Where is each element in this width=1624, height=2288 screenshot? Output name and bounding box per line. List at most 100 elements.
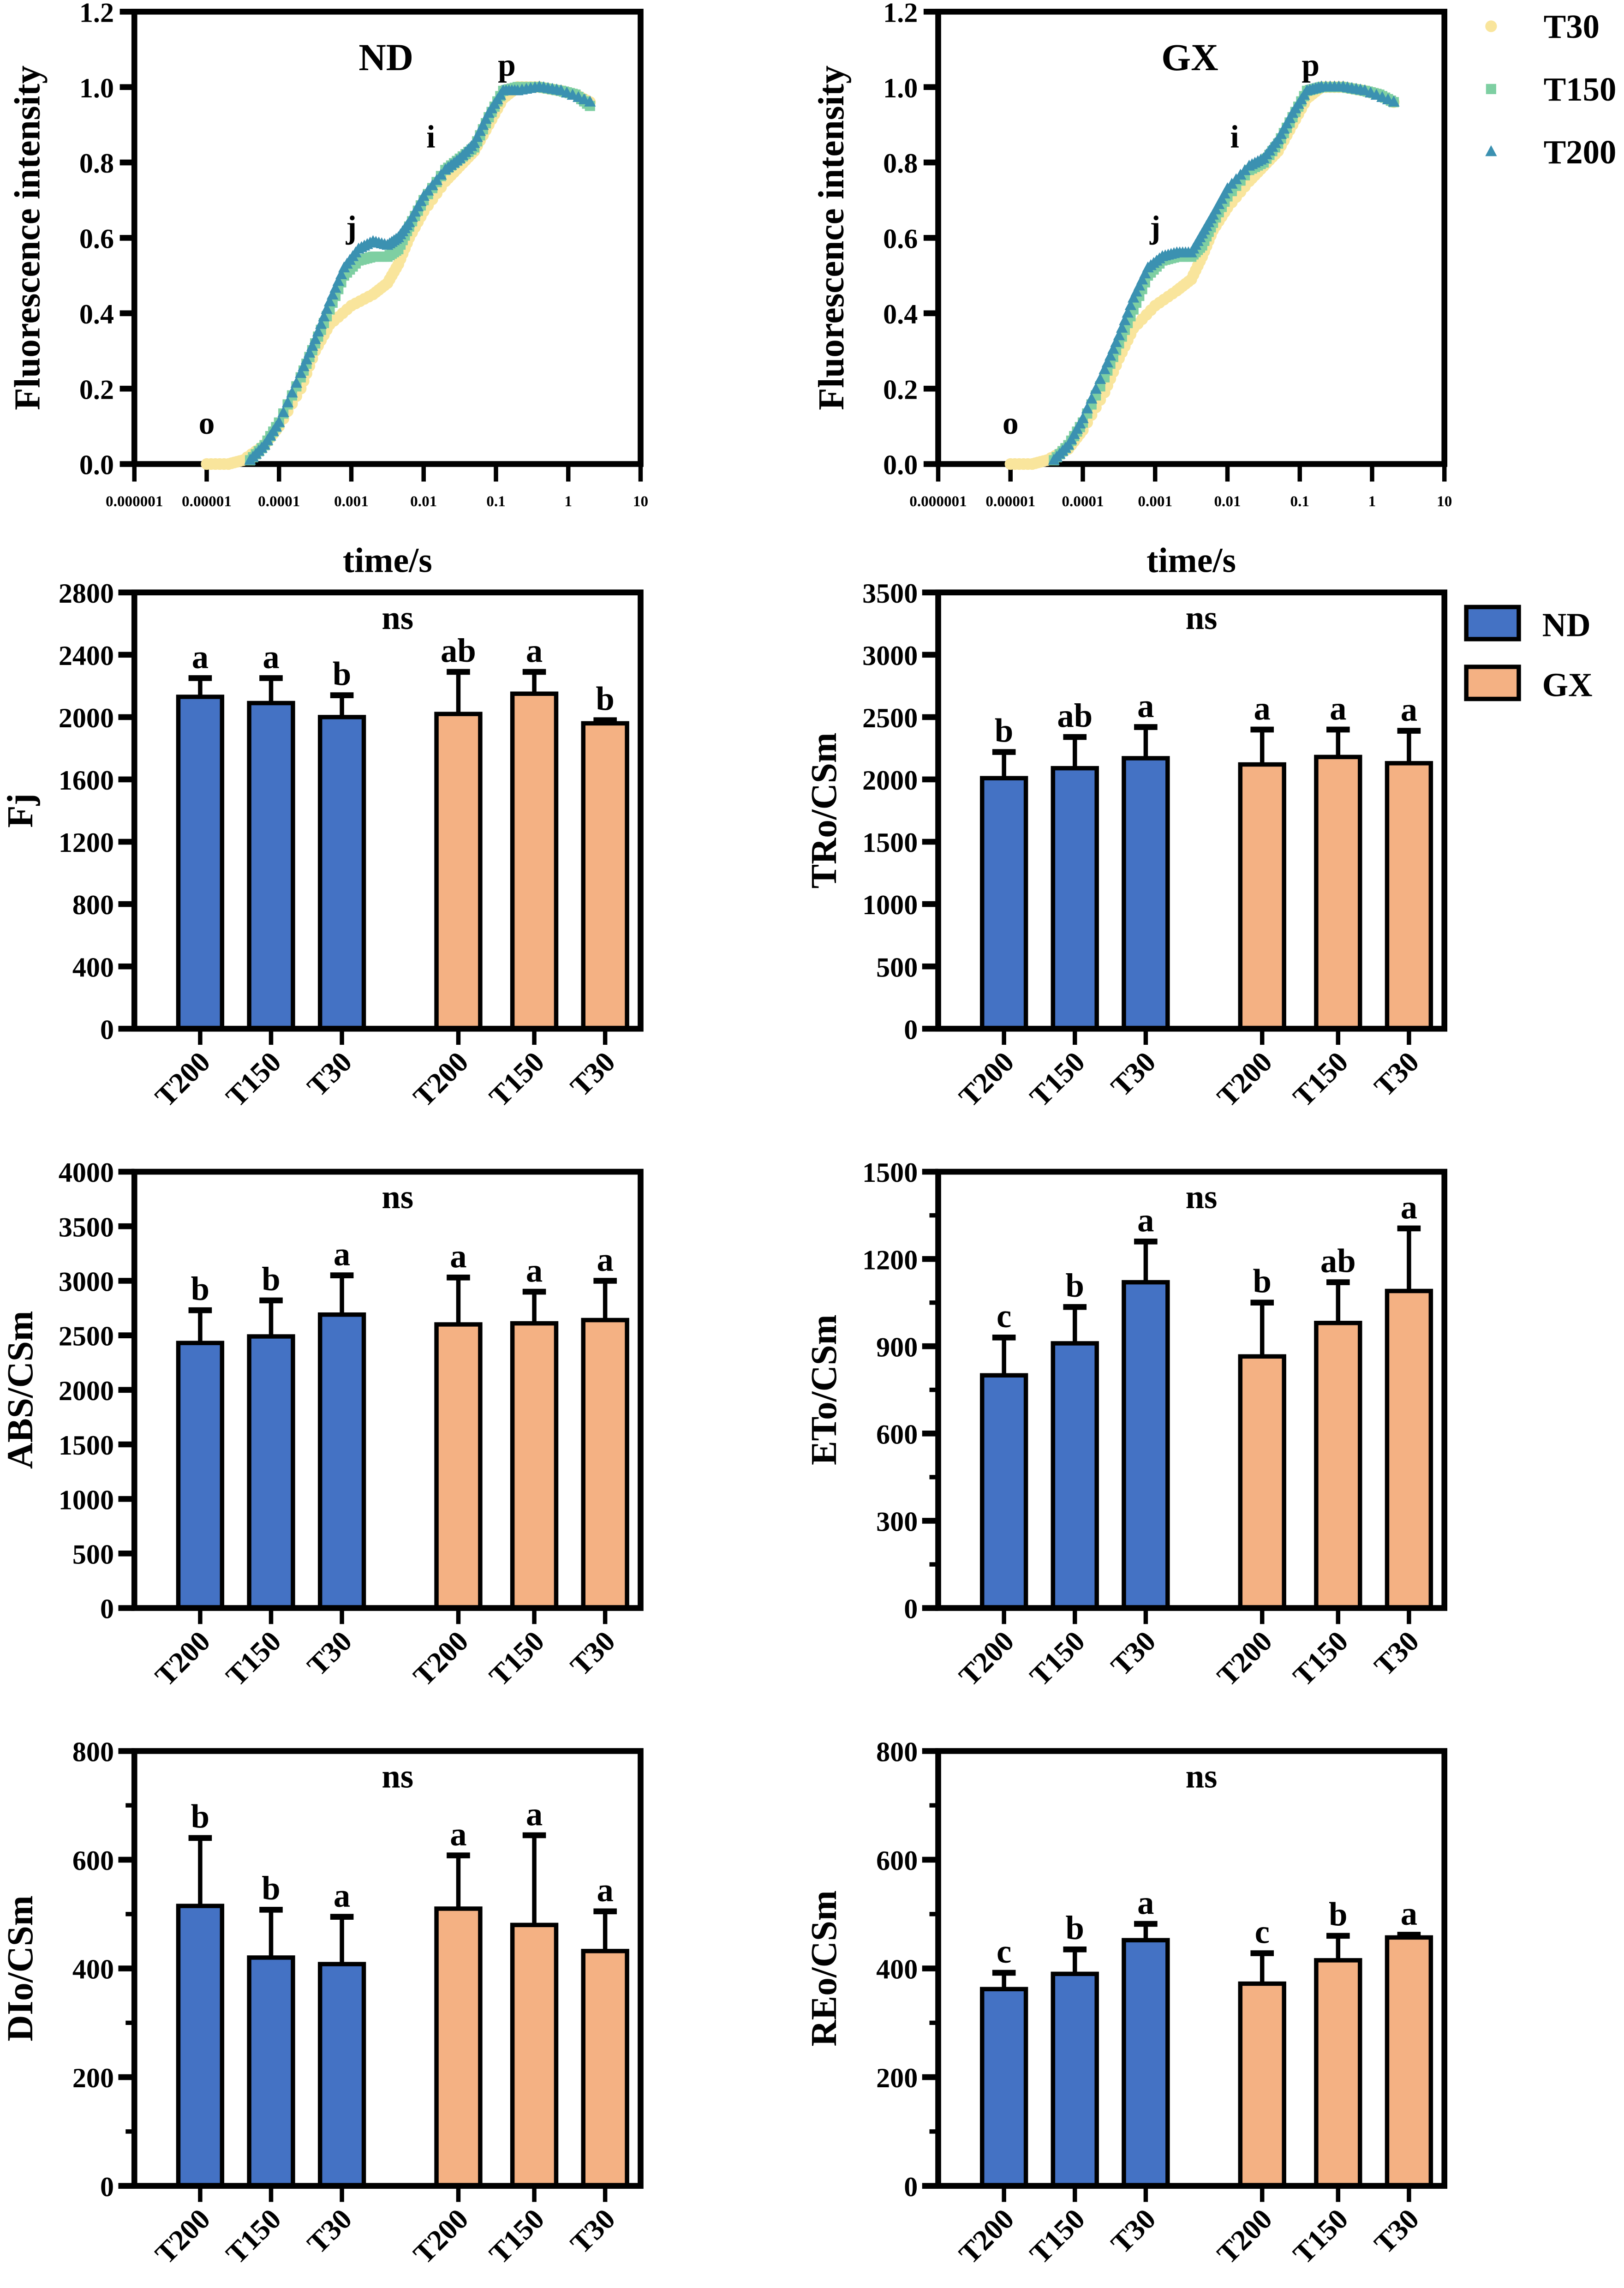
legend-item-T150: T150 bbox=[1486, 71, 1616, 108]
x-tick-label: 1 bbox=[564, 493, 572, 510]
significance-letter: a bbox=[597, 1871, 613, 1909]
x-axis-label: time/s bbox=[1146, 541, 1236, 580]
x-tick-label: 10 bbox=[633, 493, 648, 510]
annotation-o: o bbox=[1003, 406, 1019, 441]
x-tick-label: T30 bbox=[301, 2203, 358, 2260]
ns-label: ns bbox=[382, 1757, 413, 1795]
legend-label: T200 bbox=[1544, 133, 1617, 171]
abs-csm-chart: 0 500 1000 1500 2000 2500 3000 3500 4000 b T200 b T1… bbox=[0, 1157, 644, 1692]
x-tick-label: T30 bbox=[1368, 2203, 1425, 2260]
bar-ND-T150 bbox=[247, 1334, 295, 1611]
bar-GX-T200 bbox=[1238, 1981, 1286, 2188]
data-point bbox=[321, 303, 333, 314]
significance-letter: a bbox=[526, 1795, 543, 1833]
significance-letter: b bbox=[191, 1798, 209, 1835]
y-tick-label: 2000 bbox=[59, 702, 114, 733]
nd-ojip-chart: 0.0 0.2 0.4 0.6 0.8 1.0 1.2 0.000001 0.00001 0.00… bbox=[8, 0, 648, 580]
bar-GX-T200 bbox=[1238, 762, 1286, 1031]
data-point bbox=[1124, 299, 1137, 310]
eto-csm-chart: 0 300 600 900 1200 1500 c T200 b T150 a T30 b T200 ab T… bbox=[804, 1157, 1448, 1692]
y-axis-label: ABS/CSm bbox=[0, 1311, 41, 1469]
x-tick-label: 0.00001 bbox=[985, 493, 1035, 510]
bar-GX-T30 bbox=[581, 721, 629, 1031]
y-axis-label: Fluorescence intensity bbox=[812, 66, 852, 410]
y-tick-label: 0 bbox=[904, 1593, 918, 1624]
data-point bbox=[1090, 383, 1102, 394]
data-point bbox=[474, 125, 486, 136]
y-tick-label: 0.0 bbox=[79, 449, 114, 480]
y-tick-label: 0.4 bbox=[79, 299, 114, 329]
x-tick-label: T200 bbox=[407, 2203, 474, 2270]
significance-letter: a bbox=[450, 1815, 466, 1852]
significance-letter: a bbox=[1137, 1884, 1154, 1921]
ns-label: ns bbox=[1186, 1757, 1218, 1795]
data-point bbox=[281, 396, 294, 407]
panel-title: GX bbox=[1161, 36, 1218, 78]
data-point bbox=[312, 325, 324, 337]
significance-letter: b bbox=[1329, 1896, 1347, 1933]
x-tick-label: 10 bbox=[1437, 493, 1452, 510]
data-point bbox=[318, 310, 330, 322]
significance-letter: a bbox=[450, 1237, 466, 1275]
bar-GX-T30 bbox=[581, 1949, 629, 2188]
data-point bbox=[315, 318, 327, 329]
significance-letter: a bbox=[526, 1252, 543, 1289]
data-point bbox=[1101, 356, 1113, 368]
x-tick-label: 0.001 bbox=[1138, 493, 1172, 510]
significance-letter: c bbox=[1255, 1913, 1270, 1950]
bar-GX-T200 bbox=[434, 712, 483, 1031]
data-point bbox=[1094, 373, 1106, 384]
x-tick-label: T150 bbox=[1287, 1625, 1354, 1692]
annotation-i: i bbox=[1230, 119, 1239, 155]
plot-frame bbox=[935, 1748, 1448, 2189]
y-tick-label: 2500 bbox=[862, 702, 918, 733]
x-tick-label: T200 bbox=[149, 1045, 216, 1113]
y-tick-label: 0.0 bbox=[883, 449, 918, 480]
significance-letter: b bbox=[333, 655, 351, 692]
y-tick-label: 0.4 bbox=[883, 299, 918, 329]
legend-label: ND bbox=[1542, 606, 1591, 644]
x-tick-label: 0.1 bbox=[486, 493, 505, 510]
x-tick-label: T150 bbox=[1287, 1045, 1354, 1113]
y-tick-label: 500 bbox=[72, 1539, 114, 1569]
bar-GX-T150 bbox=[510, 691, 559, 1031]
legend-item-T30: T30 bbox=[1485, 8, 1600, 45]
significance-letter: ab bbox=[1057, 697, 1093, 734]
x-tick-label: T200 bbox=[1211, 1625, 1278, 1692]
bar-ND-T200 bbox=[979, 1987, 1028, 2188]
x-tick-label: T30 bbox=[1105, 1045, 1162, 1102]
bar-ND-T200 bbox=[979, 1373, 1028, 1611]
y-tick-label: 3500 bbox=[59, 1211, 114, 1242]
bar-GX-T200 bbox=[1238, 1354, 1286, 1611]
bar-ND-T30 bbox=[1122, 1938, 1170, 2188]
significance-letter: b bbox=[262, 1869, 280, 1907]
legend-label: T150 bbox=[1544, 71, 1617, 108]
x-tick-label: T30 bbox=[564, 1045, 621, 1102]
data-point bbox=[1130, 285, 1142, 297]
y-tick-label: 1.2 bbox=[883, 0, 918, 28]
significance-letter: a bbox=[526, 632, 543, 669]
data-point bbox=[300, 353, 312, 365]
x-tick-label: 0.01 bbox=[1214, 493, 1241, 510]
plot-frame bbox=[935, 589, 1448, 1032]
data-point bbox=[1107, 342, 1119, 354]
data-point bbox=[309, 333, 321, 344]
significance-letter: a bbox=[1330, 689, 1346, 727]
y-tick-label: 300 bbox=[876, 1506, 918, 1537]
data-point bbox=[584, 96, 596, 107]
x-tick-label: T150 bbox=[483, 1045, 550, 1113]
x-tick-label: T150 bbox=[1024, 2203, 1091, 2270]
significance-letter: b bbox=[1066, 1909, 1084, 1947]
significance-letter: a bbox=[334, 1235, 350, 1272]
x-tick-label: T200 bbox=[149, 1625, 216, 1692]
bar-GX-T150 bbox=[510, 1923, 559, 2188]
bar-ND-T150 bbox=[1051, 1341, 1099, 1611]
plot-frame bbox=[935, 1168, 1448, 1611]
data-point bbox=[298, 360, 310, 371]
significance-letter: b bbox=[262, 1260, 280, 1298]
data-point bbox=[1388, 96, 1400, 107]
data-point bbox=[286, 386, 298, 398]
y-tick-label: 600 bbox=[72, 1845, 114, 1876]
y-axis-label: ETo/CSm bbox=[804, 1315, 844, 1466]
y-tick-label: 400 bbox=[72, 1954, 114, 1985]
